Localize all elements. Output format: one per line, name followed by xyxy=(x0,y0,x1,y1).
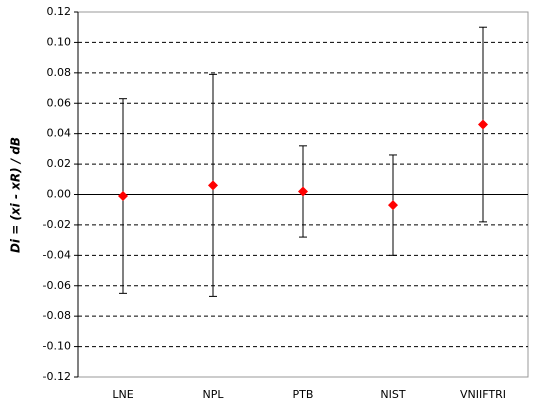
marker xyxy=(298,186,308,197)
y-tick-label: 0.08 xyxy=(47,66,72,79)
y-tick-label: 0.02 xyxy=(47,157,72,170)
x-tick-label: LNE xyxy=(112,388,133,401)
y-tick-label: 0.04 xyxy=(47,127,72,140)
x-tick-label: NPL xyxy=(203,388,225,401)
y-tick-label: -0.04 xyxy=(43,248,71,261)
y-tick-label: -0.08 xyxy=(43,309,71,322)
marker xyxy=(388,200,398,211)
y-tick-label: 0.00 xyxy=(47,188,72,201)
y-tick-label: 0.06 xyxy=(47,96,72,109)
y-tick-label: 0.12 xyxy=(47,5,72,18)
y-axis-title: Di = (xi - xR) / dB xyxy=(9,137,23,253)
y-tick-label: -0.10 xyxy=(43,340,71,353)
marker xyxy=(208,180,218,191)
y-tick-label: -0.06 xyxy=(43,279,71,292)
x-tick-label: VNIIFTRI xyxy=(460,388,506,401)
x-tick-label: NIST xyxy=(380,388,405,401)
y-tick-label: -0.12 xyxy=(43,370,71,383)
marker xyxy=(118,191,128,202)
y-tick-label: -0.02 xyxy=(43,218,71,231)
x-tick-label: PTB xyxy=(293,388,314,401)
y-tick-label: 0.10 xyxy=(47,35,72,48)
marker xyxy=(478,119,488,130)
